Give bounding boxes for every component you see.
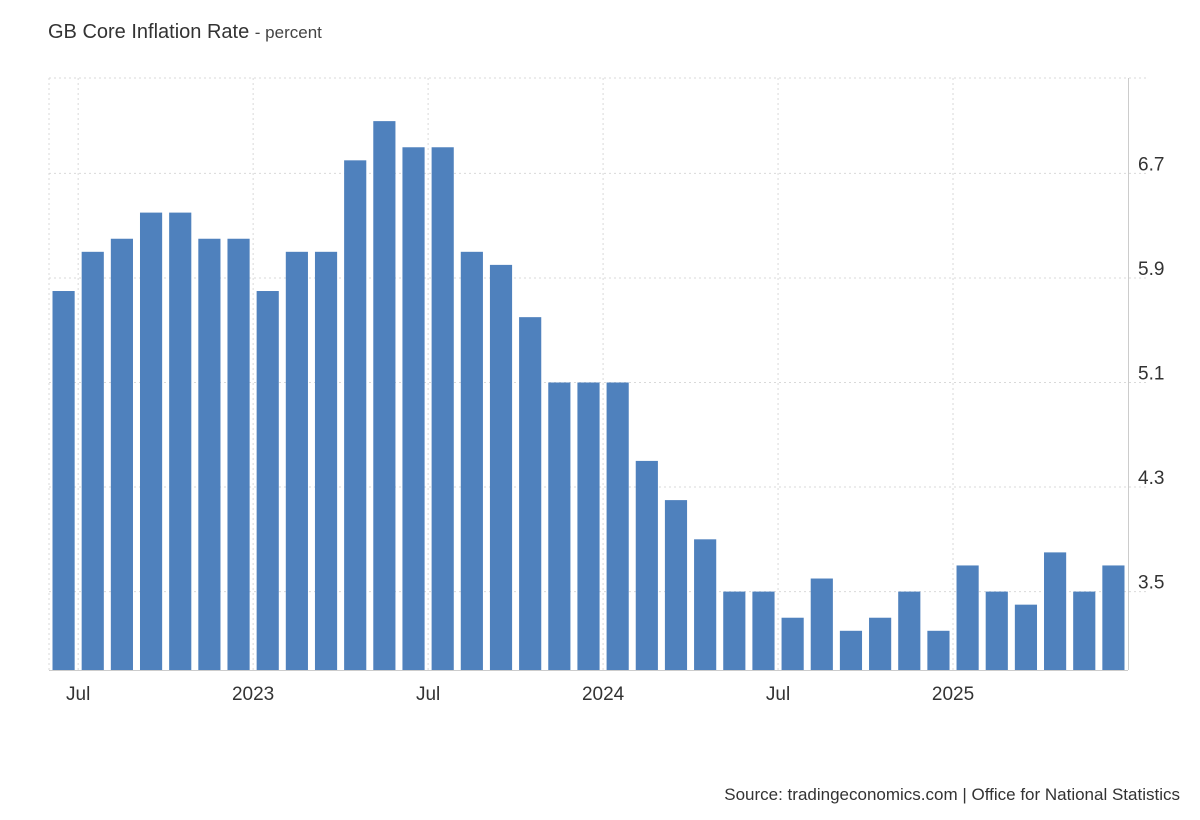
bar: [869, 617, 892, 670]
x-tick-label: Jul: [416, 684, 440, 705]
bar: [81, 251, 104, 670]
bar: [460, 251, 483, 670]
bar: [285, 251, 308, 670]
y-tick-label: 4.3: [1138, 468, 1164, 489]
bar: [52, 291, 75, 670]
bar: [635, 460, 658, 670]
x-tick-label: 2025: [932, 684, 974, 705]
bar: [810, 578, 833, 670]
bar: [373, 121, 396, 670]
x-tick-label: 2023: [232, 684, 274, 705]
bar: [752, 591, 775, 670]
bar: [985, 591, 1008, 670]
bar: [139, 212, 163, 670]
bar: [519, 317, 542, 670]
bar: [402, 147, 425, 670]
bar: [664, 500, 688, 670]
bar: [489, 264, 513, 670]
x-tick-label: 2024: [582, 684, 625, 705]
bar: [227, 238, 250, 671]
bar: [110, 238, 133, 671]
bar: [548, 382, 571, 670]
bar: [169, 212, 192, 670]
chart-title: GB Core Inflation Rate - percent: [48, 21, 322, 44]
bar: [927, 630, 950, 670]
bar: [314, 251, 338, 670]
x-tick-label: Jul: [766, 684, 790, 705]
x-tick-label: Jul: [66, 684, 90, 705]
bar: [1073, 591, 1096, 670]
x-axis-ticks: Jul 2023 Jul 2024 Jul 2025: [66, 684, 974, 705]
bars: [52, 121, 1125, 671]
bar: [256, 291, 279, 670]
axes: [49, 78, 1129, 671]
chart-title-text: GB Core Inflation Rate: [48, 21, 250, 43]
bar: [898, 591, 921, 670]
bar: [344, 160, 367, 671]
bar: [1102, 565, 1125, 670]
y-tick-label: 5.1: [1138, 363, 1164, 384]
bar: [781, 617, 804, 670]
bar: [577, 382, 600, 670]
bar: [839, 630, 863, 670]
bar-chart: 3.5 4.3 5.1 5.9 6.7 Jul 2023 Jul 2024 Jul 2025: [48, 77, 1164, 705]
y-tick-label: 5.9: [1138, 259, 1164, 280]
bar: [1014, 604, 1038, 670]
y-tick-label: 3.5: [1138, 573, 1164, 594]
y-tick-label: 6.7: [1138, 154, 1164, 175]
bar: [723, 591, 746, 670]
bar: [956, 565, 979, 670]
bar: [198, 238, 221, 671]
bar: [1044, 552, 1067, 670]
bar: [606, 382, 629, 670]
bar: [431, 147, 454, 670]
y-axis-ticks: 3.5 4.3 5.1 5.9 6.7: [1138, 154, 1164, 593]
bar: [694, 539, 717, 670]
chart-subtitle: - percent: [254, 23, 322, 42]
source-credit: Source: tradingeconomics.com | Office fo…: [724, 785, 1180, 804]
